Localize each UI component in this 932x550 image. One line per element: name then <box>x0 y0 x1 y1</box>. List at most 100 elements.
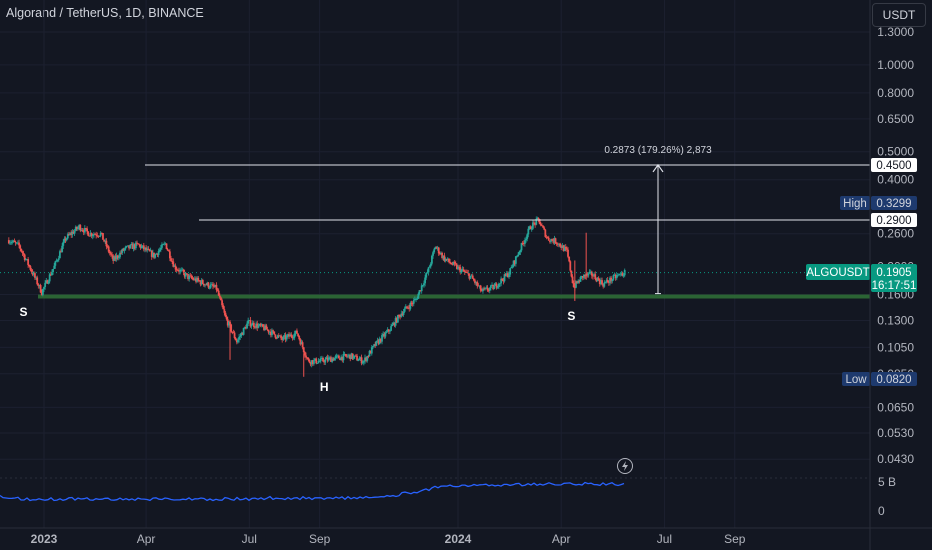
candle <box>78 223 81 230</box>
candle-body <box>513 260 516 264</box>
price-tags: 0.4500 0.2900 High 0.3299 Low 0.0820 ALGOUSDT 0… <box>806 157 917 386</box>
candle-body <box>255 323 258 328</box>
candle-body <box>129 244 132 249</box>
tag-029[interactable]: 0.2900 <box>871 213 917 228</box>
candle <box>184 271 187 280</box>
high-value-tag-text: 0.3299 <box>876 198 911 210</box>
candle-body <box>587 273 590 276</box>
candle <box>457 264 459 271</box>
candle <box>175 266 178 273</box>
candle-body <box>546 236 549 238</box>
candle <box>108 249 111 256</box>
candle-body <box>517 254 520 257</box>
candle <box>402 308 405 317</box>
candle <box>37 282 40 289</box>
candle-body <box>592 275 594 277</box>
symbol-tag[interactable]: ALGOUSDT <box>806 264 870 280</box>
candle-body <box>134 242 137 249</box>
candle-body <box>524 240 526 244</box>
high-value-tag[interactable]: 0.3299 <box>871 196 917 210</box>
candle-body <box>512 260 515 267</box>
candle-body <box>49 274 52 276</box>
candle <box>529 225 532 230</box>
candle <box>338 354 340 359</box>
candle <box>196 276 199 283</box>
candle-body <box>597 277 600 280</box>
candle-body <box>127 245 129 247</box>
candle <box>333 357 336 361</box>
candle <box>128 245 130 251</box>
candle <box>493 282 496 290</box>
candle <box>352 354 355 360</box>
candle-body <box>61 245 64 253</box>
candle <box>151 249 154 258</box>
candle-body <box>306 357 309 359</box>
candle <box>415 297 417 303</box>
candle-body <box>522 243 525 245</box>
candle-body <box>413 299 416 301</box>
candle-body <box>249 320 252 327</box>
candle-body <box>64 238 67 241</box>
candle <box>51 269 53 276</box>
support-zone[interactable] <box>38 294 870 299</box>
candle <box>434 246 437 250</box>
candle <box>382 331 385 338</box>
candle <box>328 356 331 360</box>
candle-body <box>272 330 275 332</box>
candle-body <box>244 327 247 329</box>
high-label-tag[interactable]: High <box>840 196 870 210</box>
candle <box>444 257 447 263</box>
candle <box>230 323 233 333</box>
candle <box>23 253 26 262</box>
candle-body <box>569 261 572 271</box>
candle <box>483 286 485 291</box>
candle-body <box>48 274 51 282</box>
candle-body <box>153 252 155 258</box>
last-price-tag[interactable] <box>871 264 917 292</box>
tag-045[interactable]: 0.4500 <box>871 157 917 172</box>
candle-body <box>579 277 582 282</box>
candle <box>249 317 252 328</box>
candle <box>480 288 483 292</box>
candle <box>48 272 51 284</box>
candle <box>283 333 286 340</box>
candle <box>544 228 547 238</box>
candle <box>64 236 67 243</box>
candle-body <box>69 233 71 235</box>
candle-body <box>300 342 303 345</box>
candle-body <box>454 263 457 265</box>
candle <box>575 280 577 289</box>
candle <box>527 226 530 238</box>
candle <box>274 334 277 340</box>
candle-body <box>499 283 501 285</box>
candle <box>302 346 305 354</box>
candle <box>504 273 507 277</box>
candle-body <box>421 285 424 286</box>
candle <box>377 338 380 346</box>
currency-selector-button[interactable]: USDT <box>872 3 926 27</box>
candle <box>357 358 360 362</box>
candle-body <box>594 274 597 280</box>
candle <box>250 323 253 329</box>
candle-body <box>192 278 195 280</box>
candle-body <box>265 325 268 330</box>
candle <box>350 352 353 360</box>
candle <box>588 269 591 274</box>
candle-body <box>437 247 440 254</box>
low-label-tag[interactable]: Low <box>842 372 870 386</box>
low-value-tag[interactable]: 0.0820 <box>871 372 917 386</box>
candle <box>364 354 366 364</box>
candle-body <box>308 359 311 363</box>
lightning-icon[interactable] <box>617 458 633 474</box>
candle-body <box>554 238 557 244</box>
candle-body <box>63 238 66 242</box>
candle <box>282 335 285 341</box>
candle-body <box>577 280 580 284</box>
candle-body <box>214 284 217 287</box>
candle-body <box>514 256 517 264</box>
candle-body <box>593 274 596 277</box>
candle <box>296 328 298 334</box>
candle <box>293 330 296 341</box>
candle <box>242 327 245 336</box>
